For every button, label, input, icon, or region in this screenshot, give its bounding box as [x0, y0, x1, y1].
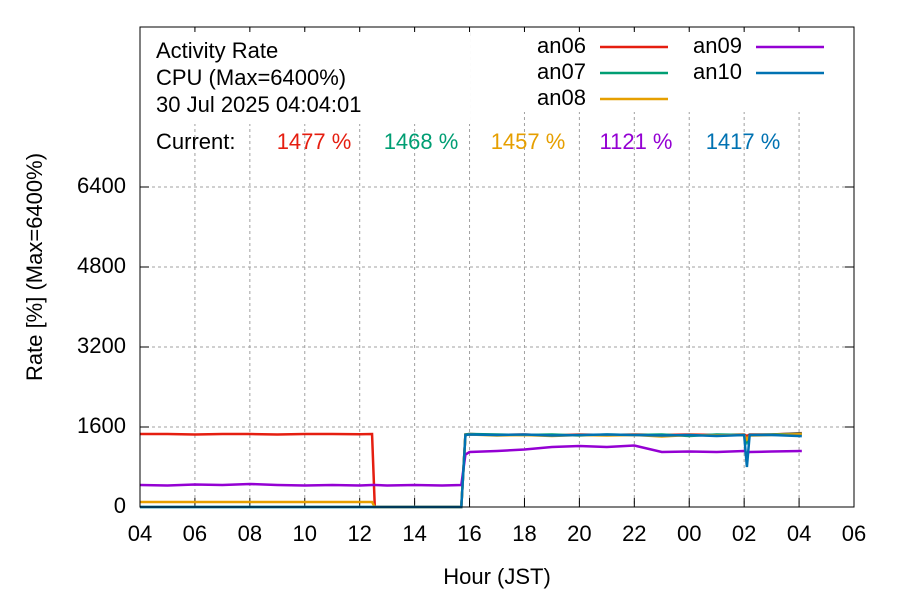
text-layer: 0 1600 3200 4800 6400 04 06 08 10 12 14 16 18 20 22 00 0… — [77, 33, 866, 546]
x-tick-label: 12 — [347, 521, 371, 546]
x-tick-label: 04 — [128, 521, 152, 546]
title-line: Activity Rate — [156, 38, 278, 63]
legend-label: an07 — [537, 59, 586, 84]
x-tick-label: 16 — [457, 521, 481, 546]
line-layer — [139, 431, 802, 509]
legend-label: an10 — [693, 59, 742, 84]
y-axis-label: Rate [%] (Max=6400%) — [22, 153, 47, 381]
x-tick-label: 06 — [842, 521, 866, 546]
current-value: 1121 % — [600, 129, 673, 154]
current-value: 1477 % — [277, 129, 352, 154]
y-tick-label: 3200 — [77, 333, 126, 358]
current-value: 1468 % — [384, 129, 459, 154]
y-tick-label: 1600 — [77, 413, 126, 438]
x-tick-label: 06 — [183, 521, 207, 546]
plot-border — [139, 26, 855, 508]
x-tick-label: 02 — [732, 521, 756, 546]
x-tick-label: 00 — [677, 521, 701, 546]
x-tick-label: 08 — [238, 521, 262, 546]
x-tick-label: 20 — [567, 521, 591, 546]
y-tick-label: 6400 — [77, 173, 126, 198]
x-tick-label: 18 — [512, 521, 536, 546]
current-value: 1417 % — [706, 129, 781, 154]
x-tick-label: 14 — [402, 521, 426, 546]
legend-label: an09 — [693, 33, 742, 58]
legend-label: an08 — [537, 85, 586, 110]
current-value: 1457 % — [491, 129, 566, 154]
current-title: Current: — [156, 129, 235, 154]
title-line: CPU (Max=6400%) — [156, 65, 346, 90]
info-box — [150, 32, 470, 124]
x-tick-label: 10 — [293, 521, 317, 546]
x-tick-label: 22 — [622, 521, 646, 546]
y-tick-label: 0 — [114, 493, 126, 518]
y-tick-label: 4800 — [77, 253, 126, 278]
title-line: 30 Jul 2025 04:04:01 — [156, 92, 362, 117]
x-axis-label: Hour (JST) — [443, 564, 551, 589]
x-tick-label: 04 — [787, 521, 811, 546]
legend-label: an06 — [537, 33, 586, 58]
